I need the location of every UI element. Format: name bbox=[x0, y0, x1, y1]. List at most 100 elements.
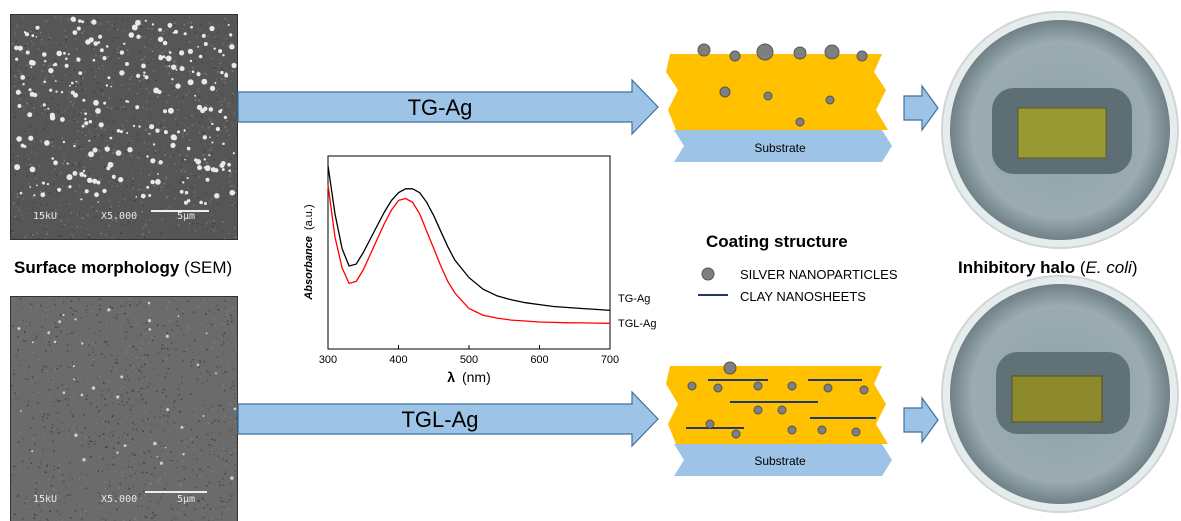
sem-noise bbox=[13, 373, 15, 376]
sem-noise bbox=[49, 344, 51, 346]
sem-noise bbox=[234, 470, 237, 473]
sem-noise bbox=[135, 36, 137, 38]
sem-noise bbox=[236, 465, 237, 467]
sem-noise bbox=[35, 482, 37, 484]
sem-noise bbox=[227, 318, 229, 320]
sem-noise bbox=[231, 428, 233, 431]
sem-noise bbox=[41, 42, 43, 44]
sem-noise bbox=[121, 201, 124, 203]
sem-noise bbox=[93, 360, 95, 363]
sem-noise bbox=[101, 518, 104, 520]
sem-noise bbox=[211, 406, 213, 408]
sem-noise bbox=[108, 388, 110, 391]
sem-noise bbox=[234, 306, 236, 308]
sem-noise bbox=[76, 225, 78, 228]
sem-noise bbox=[170, 460, 173, 462]
sem-noise bbox=[39, 190, 42, 193]
sem-noise bbox=[115, 181, 117, 183]
sem-noise bbox=[13, 301, 15, 303]
sem-noise bbox=[127, 465, 130, 468]
sem-noise bbox=[68, 120, 70, 122]
sem-noise bbox=[80, 420, 82, 423]
sem-noise bbox=[229, 430, 231, 433]
sem-particle bbox=[49, 115, 56, 121]
sem-noise bbox=[226, 508, 229, 511]
sem-noise bbox=[184, 179, 186, 181]
sem-noise bbox=[23, 504, 26, 506]
sem-noise bbox=[215, 235, 218, 237]
sem-noise bbox=[67, 118, 70, 120]
sem-noise bbox=[46, 75, 49, 77]
sem-noise bbox=[73, 436, 75, 438]
sem-noise bbox=[125, 31, 128, 34]
sem-noise bbox=[151, 28, 153, 30]
sem-noise bbox=[224, 126, 226, 128]
sem-noise bbox=[213, 222, 216, 225]
sem-noise bbox=[146, 149, 148, 151]
sem-noise bbox=[44, 78, 46, 81]
sem-particle bbox=[55, 90, 58, 93]
sem-noise bbox=[14, 84, 16, 86]
sem-noise bbox=[164, 185, 167, 188]
sem-noise bbox=[106, 403, 108, 406]
sem-noise bbox=[142, 59, 144, 61]
sem-noise bbox=[143, 189, 145, 191]
sem-noise bbox=[218, 405, 221, 407]
sem-noise bbox=[194, 211, 196, 214]
sem-noise bbox=[209, 374, 211, 376]
sem-noise bbox=[222, 144, 225, 146]
sem-noise bbox=[187, 187, 189, 190]
sem-noise bbox=[221, 513, 223, 515]
sem-noise bbox=[53, 428, 55, 431]
sem-noise bbox=[54, 59, 57, 61]
sem-noise bbox=[32, 234, 34, 236]
sem-noise bbox=[126, 401, 128, 404]
sem-particle bbox=[47, 331, 51, 335]
sem-noise bbox=[34, 140, 36, 142]
sem-noise bbox=[13, 230, 15, 232]
sem-noise bbox=[236, 170, 237, 172]
sem-noise bbox=[201, 131, 203, 133]
sem-particle bbox=[20, 410, 22, 412]
sem-noise bbox=[98, 67, 100, 69]
sem-noise bbox=[115, 362, 117, 364]
sem-noise bbox=[202, 472, 204, 475]
sem-particle bbox=[96, 180, 101, 185]
sem-noise bbox=[220, 506, 222, 508]
particle bbox=[756, 43, 774, 61]
sem-noise bbox=[185, 154, 188, 157]
sem-noise bbox=[167, 367, 170, 370]
sem-noise bbox=[55, 114, 58, 117]
sem-noise bbox=[146, 480, 148, 483]
particle bbox=[719, 86, 731, 98]
sem-noise bbox=[208, 444, 210, 446]
sem-noise bbox=[81, 468, 83, 471]
sem-noise bbox=[174, 197, 176, 200]
sem-noise bbox=[215, 456, 217, 458]
sem-particle bbox=[62, 313, 65, 317]
sem-noise bbox=[180, 235, 182, 237]
sem-noise bbox=[96, 314, 98, 316]
sem-noise bbox=[206, 156, 208, 159]
sem-noise bbox=[220, 74, 222, 76]
sem-noise bbox=[138, 485, 141, 487]
sem-noise bbox=[147, 354, 149, 357]
sem-noise bbox=[32, 437, 35, 440]
sem-noise bbox=[24, 331, 26, 333]
sem-noise bbox=[209, 22, 211, 25]
sem-noise bbox=[80, 146, 82, 148]
sem-noise bbox=[49, 311, 52, 313]
sem-noise bbox=[197, 27, 199, 30]
sem-noise bbox=[147, 151, 149, 153]
sem-noise bbox=[48, 393, 50, 395]
sem-particle bbox=[191, 70, 195, 73]
sem-noise bbox=[95, 186, 97, 188]
sem-noise bbox=[113, 28, 116, 30]
sem-noise bbox=[128, 141, 131, 144]
sem-noise bbox=[230, 387, 232, 389]
sem-noise bbox=[235, 192, 237, 194]
sem-noise bbox=[112, 463, 115, 466]
sem-noise bbox=[49, 127, 52, 129]
sem-noise bbox=[87, 214, 89, 217]
sem-noise bbox=[123, 25, 125, 27]
